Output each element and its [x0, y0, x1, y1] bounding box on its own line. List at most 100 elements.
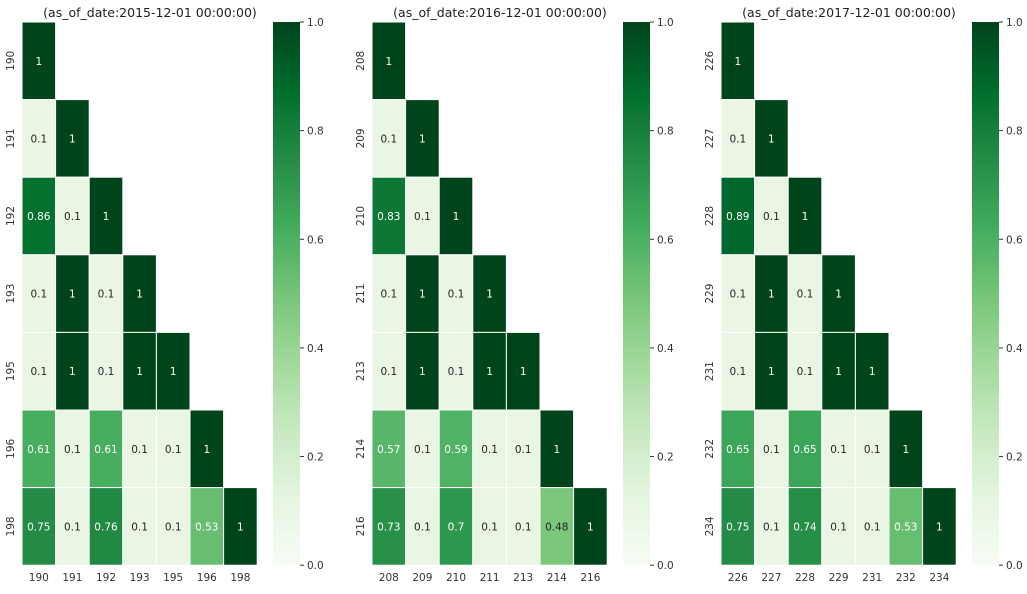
x-tick-label: 214 — [547, 572, 567, 584]
heatmap-cell — [155, 409, 191, 489]
heatmap-cell — [539, 487, 575, 566]
heatmap-cell — [21, 409, 57, 489]
cell-value-label: 0.89 — [726, 211, 749, 223]
cell-value-label: 0.1 — [98, 366, 115, 378]
cell-value-label: 0.1 — [30, 366, 47, 378]
cell-value-label: 0.1 — [64, 211, 81, 223]
cell-value-label: 0.1 — [131, 521, 148, 533]
cell-value-label: 0.57 — [377, 444, 400, 456]
cell-value-label: 0.61 — [27, 444, 50, 456]
cell-value-label: 1 — [136, 289, 143, 301]
heatmap-cell — [754, 331, 789, 411]
heatmap-cell — [720, 176, 756, 256]
colorbar-tick-label: 0.6 — [307, 234, 324, 246]
heatmap-cell — [720, 331, 756, 411]
cell-value-label: 1 — [237, 521, 244, 533]
heatmap-cell — [505, 331, 541, 411]
heatmap-cell — [787, 254, 823, 333]
heatmap-cell — [371, 176, 407, 256]
cell-value-label: 0.1 — [864, 444, 881, 456]
cell-value-label: 1 — [553, 444, 560, 456]
x-tick-label: 216 — [580, 572, 600, 584]
cell-value-label: 1 — [768, 366, 775, 378]
heatmap-cell — [787, 487, 823, 566]
x-tick-label: 196 — [197, 572, 217, 584]
heatmap-cell — [371, 99, 407, 178]
heatmap-cell — [438, 176, 474, 256]
y-tick-label: 210 — [355, 206, 367, 226]
y-tick-label: 234 — [704, 516, 716, 536]
heatmap-cell — [55, 409, 90, 489]
heatmap-cell — [405, 254, 440, 333]
colorbar-tick-label: 0.2 — [307, 452, 324, 464]
cell-value-label: 1 — [203, 444, 210, 456]
cell-value-label: 0.1 — [830, 521, 847, 533]
cell-value-label: 0.1 — [131, 444, 148, 456]
cell-value-label: 1 — [835, 366, 842, 378]
cell-value-label: 0.1 — [830, 444, 847, 456]
colorbar-tick-label: 1.0 — [307, 17, 324, 29]
colorbar-tick-label: 0.2 — [1006, 452, 1023, 464]
heatmap-cell — [854, 409, 890, 489]
cell-value-label: 1 — [835, 289, 842, 301]
y-tick-label: 192 — [5, 206, 17, 226]
x-tick-label: 209 — [412, 572, 432, 584]
cell-value-label: 0.1 — [448, 289, 465, 301]
cell-value-label: 0.65 — [793, 444, 816, 456]
heatmap-cell — [405, 331, 440, 411]
colorbar-tick-label: 0.6 — [657, 234, 674, 246]
y-tick-label: 213 — [355, 361, 367, 381]
cell-value-label: 1 — [170, 366, 177, 378]
cell-value-label: 0.83 — [377, 211, 400, 223]
heatmap-cell — [55, 99, 90, 178]
cell-value-label: 1 — [869, 366, 876, 378]
heatmap-cell — [438, 487, 474, 566]
cell-value-label: 0.1 — [380, 289, 397, 301]
cell-value-label: 1 — [768, 133, 775, 145]
cell-value-label: 0.75 — [27, 521, 50, 533]
cell-value-label: 0.1 — [448, 366, 465, 378]
cell-value-label: 0.73 — [377, 521, 400, 533]
cell-value-label: 1 — [69, 366, 76, 378]
colorbar-tick-label: 0.8 — [307, 126, 324, 138]
cell-value-label: 1 — [734, 56, 741, 68]
heatmap-cell — [371, 487, 407, 566]
cell-value-label: 1 — [486, 366, 493, 378]
y-tick-label: 208 — [355, 51, 367, 71]
heatmap-cell — [720, 254, 756, 333]
x-tick-label: 228 — [795, 572, 815, 584]
heatmap-cell — [539, 409, 575, 489]
cell-value-label: 0.1 — [64, 521, 81, 533]
colorbar-tick-label: 0.4 — [307, 343, 324, 355]
heatmap-cell — [854, 331, 890, 411]
cell-value-label: 0.75 — [726, 521, 749, 533]
cell-value-label: 1 — [453, 211, 460, 223]
heatmap-panel-1: (as_of_date:2015-12-01 00:00:00) 1 0.1 1 0.8… — [5, 5, 324, 584]
cell-value-label: 0.59 — [444, 444, 467, 456]
y-tick-label: 196 — [5, 438, 17, 458]
x-tick-label: 195 — [163, 572, 183, 584]
colorbar-tick-label: 1.0 — [1006, 17, 1023, 29]
cell-value-label: 0.61 — [94, 444, 117, 456]
cell-value-label: 1 — [486, 289, 493, 301]
x-tick-label: 231 — [862, 572, 882, 584]
heatmap-cell — [21, 99, 57, 178]
cell-value-label: 0.1 — [380, 366, 397, 378]
heatmap-cell — [787, 176, 823, 256]
x-tick-label: 198 — [230, 572, 250, 584]
y-tick-label: 195 — [5, 361, 17, 381]
cell-value-label: 0.1 — [64, 444, 81, 456]
heatmap-cell — [405, 409, 440, 489]
cell-value-label: 0.1 — [797, 366, 814, 378]
colorbar-tick-label: 0.4 — [657, 343, 674, 355]
x-tick-label: 226 — [728, 572, 748, 584]
cell-value-label: 0.1 — [729, 366, 746, 378]
heatmap-cell — [754, 99, 789, 178]
cell-value-label: 1 — [768, 289, 775, 301]
heatmap-panel-3: (as_of_date:2017-12-01 00:00:00) 1 0.1 1 0.8… — [704, 5, 1023, 584]
y-tick-label: 209 — [355, 128, 367, 148]
heatmap-cell — [55, 331, 90, 411]
heatmap-cell — [223, 487, 258, 566]
y-tick-label: 190 — [5, 51, 17, 71]
